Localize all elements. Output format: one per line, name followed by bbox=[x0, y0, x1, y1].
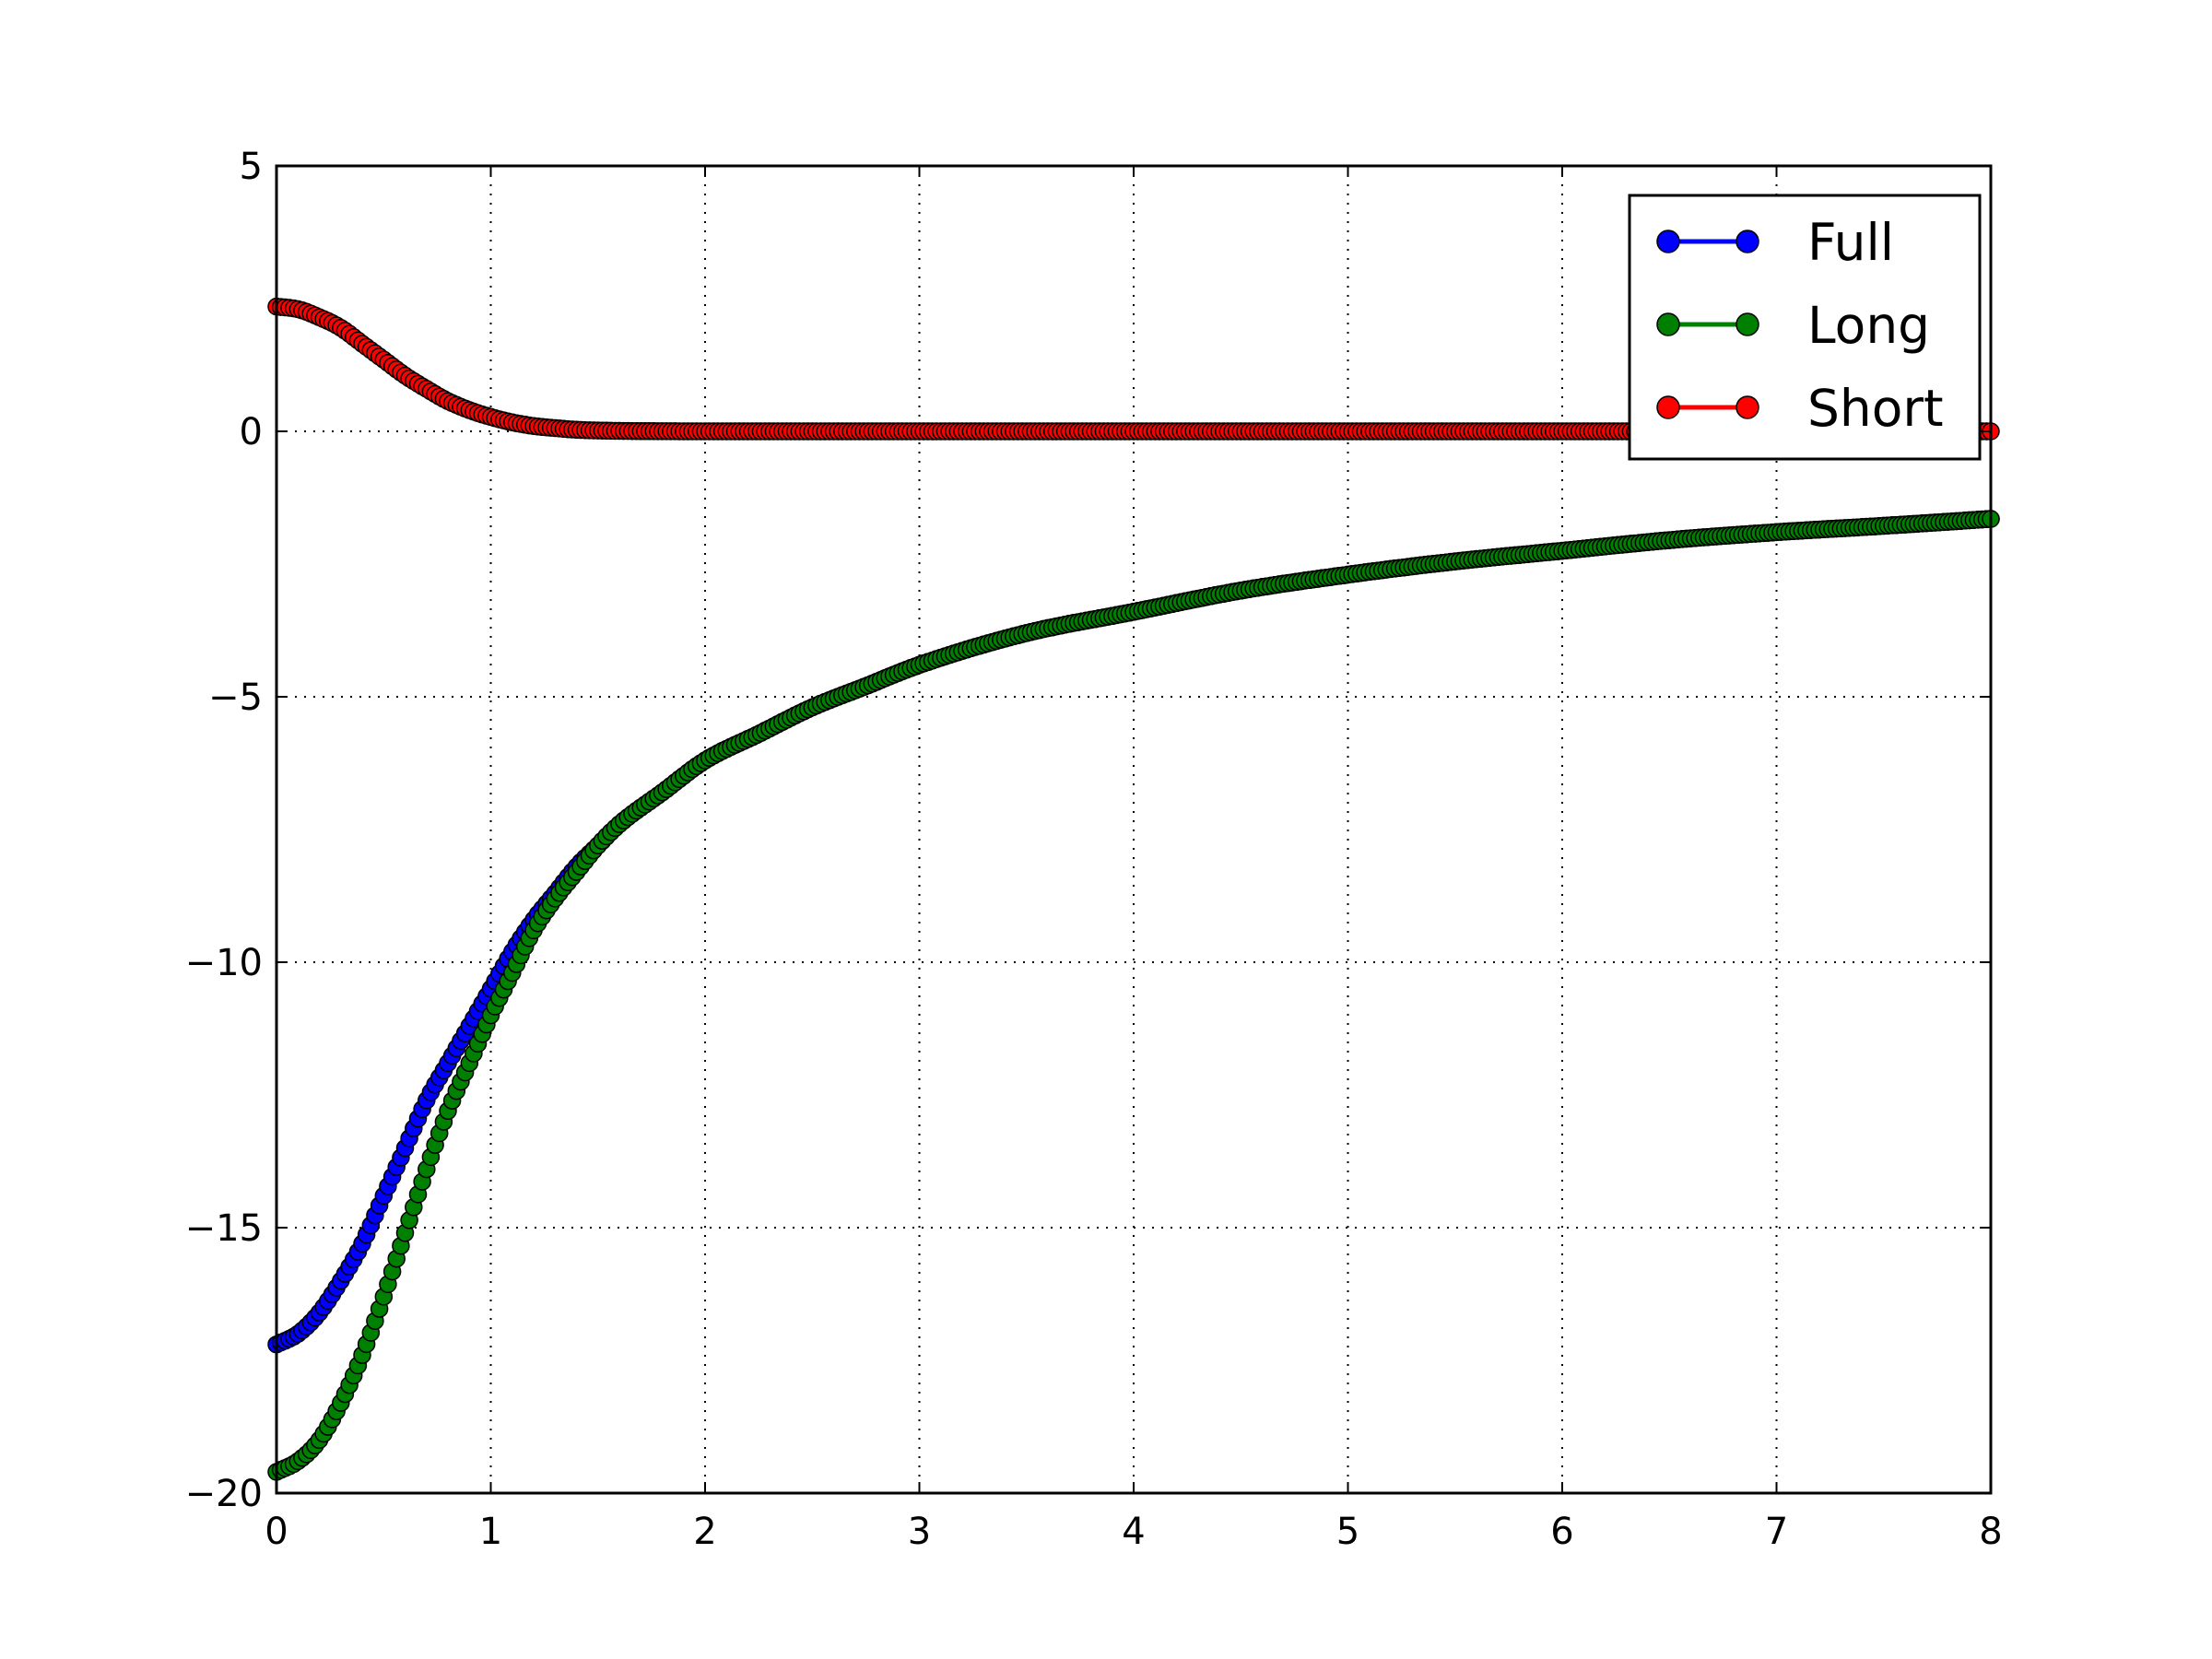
legend-entry-full: Full bbox=[1656, 213, 1894, 272]
legend-label: Full bbox=[1807, 213, 1894, 272]
x-tick-label: 8 bbox=[1979, 1511, 2002, 1553]
y-tick-label: −15 bbox=[185, 1207, 263, 1250]
legend-marker bbox=[1735, 395, 1759, 419]
legend: Full Long Short bbox=[1628, 194, 1982, 461]
x-tick-label: 2 bbox=[693, 1511, 716, 1553]
y-tick-label: −5 bbox=[208, 677, 263, 719]
x-tick-label: 0 bbox=[265, 1511, 288, 1553]
legend-label: Short bbox=[1807, 379, 1944, 438]
legend-marker bbox=[1656, 229, 1680, 253]
y-tick-label: 5 bbox=[240, 146, 263, 188]
legend-entry-long: Long bbox=[1656, 296, 1930, 355]
axis-ticks: 0 1 2 3 4 5 6 7 8 5 0 −5 −10 −15 −20 bbox=[185, 146, 2003, 1553]
y-tick-label: −20 bbox=[185, 1473, 263, 1515]
legend-marker bbox=[1656, 312, 1680, 336]
x-tick-label: 6 bbox=[1550, 1511, 1573, 1553]
legend-label: Long bbox=[1807, 296, 1930, 355]
legend-marker bbox=[1656, 395, 1680, 419]
x-tick-label: 1 bbox=[479, 1511, 502, 1553]
y-tick-label: 0 bbox=[240, 411, 263, 453]
y-tick-label: −10 bbox=[185, 942, 263, 984]
legend-marker bbox=[1735, 312, 1759, 336]
x-tick-label: 5 bbox=[1336, 1511, 1359, 1553]
legend-entry-short: Short bbox=[1656, 379, 1944, 438]
x-tick-label: 4 bbox=[1122, 1511, 1145, 1553]
legend-marker bbox=[1735, 229, 1759, 253]
x-tick-label: 7 bbox=[1765, 1511, 1788, 1553]
x-tick-label: 3 bbox=[908, 1511, 931, 1553]
series-long bbox=[267, 510, 2000, 1481]
